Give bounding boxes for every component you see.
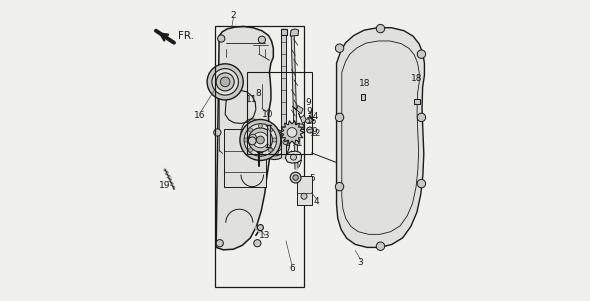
Bar: [297, 176, 312, 205]
Circle shape: [207, 64, 243, 100]
Circle shape: [417, 113, 425, 122]
Circle shape: [248, 128, 273, 152]
Polygon shape: [280, 121, 304, 144]
Circle shape: [306, 119, 310, 123]
Text: 11: 11: [245, 95, 257, 104]
Circle shape: [307, 118, 312, 123]
Polygon shape: [414, 99, 420, 104]
Circle shape: [248, 128, 253, 132]
Polygon shape: [336, 28, 424, 247]
Circle shape: [301, 193, 307, 199]
Polygon shape: [286, 151, 301, 163]
Text: FR.: FR.: [178, 30, 194, 41]
Circle shape: [283, 140, 288, 144]
Circle shape: [216, 240, 224, 247]
Circle shape: [417, 179, 425, 188]
Circle shape: [290, 154, 297, 160]
Circle shape: [263, 133, 286, 156]
Circle shape: [267, 137, 283, 152]
Text: 9: 9: [312, 127, 317, 136]
Circle shape: [376, 24, 385, 33]
Circle shape: [218, 35, 225, 42]
Circle shape: [258, 124, 263, 128]
Circle shape: [248, 148, 253, 152]
Text: 18: 18: [359, 79, 371, 88]
Circle shape: [268, 128, 273, 132]
Polygon shape: [360, 94, 365, 100]
Text: 9: 9: [307, 107, 312, 116]
Text: 16: 16: [195, 111, 206, 120]
Circle shape: [257, 225, 263, 231]
Circle shape: [248, 137, 256, 145]
Circle shape: [244, 138, 248, 142]
Text: 20: 20: [268, 148, 280, 157]
Text: 4: 4: [314, 197, 319, 206]
Circle shape: [290, 172, 301, 183]
Circle shape: [258, 36, 266, 43]
Text: 11: 11: [292, 139, 304, 148]
Circle shape: [214, 129, 221, 136]
Text: 2: 2: [231, 11, 236, 20]
Circle shape: [335, 113, 344, 122]
Text: 7: 7: [296, 160, 301, 169]
Text: 11: 11: [280, 139, 291, 148]
Circle shape: [335, 44, 344, 52]
Bar: [224, 129, 267, 187]
Text: 5: 5: [310, 174, 315, 183]
Bar: [247, 72, 312, 154]
Text: 13: 13: [259, 231, 271, 240]
Circle shape: [220, 77, 230, 87]
Circle shape: [376, 242, 385, 250]
Circle shape: [244, 124, 277, 156]
Text: 17: 17: [244, 139, 255, 148]
Circle shape: [335, 182, 344, 191]
Text: 14: 14: [308, 112, 319, 121]
Circle shape: [249, 134, 257, 141]
Text: 15: 15: [306, 117, 317, 126]
Bar: [215, 26, 304, 287]
Circle shape: [212, 69, 238, 95]
Polygon shape: [225, 90, 256, 123]
Text: 12: 12: [310, 129, 321, 138]
Text: 6: 6: [289, 264, 295, 273]
Circle shape: [216, 73, 234, 91]
Polygon shape: [216, 26, 273, 250]
Circle shape: [271, 141, 278, 148]
Circle shape: [254, 240, 261, 247]
Polygon shape: [293, 123, 304, 130]
Circle shape: [260, 129, 290, 160]
Polygon shape: [293, 106, 303, 114]
Polygon shape: [299, 113, 307, 124]
Text: 9: 9: [306, 98, 312, 107]
Circle shape: [273, 138, 277, 142]
Circle shape: [307, 127, 313, 133]
Bar: [267, 125, 270, 147]
Circle shape: [258, 152, 263, 156]
Circle shape: [240, 119, 281, 160]
Text: 10: 10: [261, 110, 273, 119]
Circle shape: [287, 128, 297, 137]
Circle shape: [294, 141, 299, 145]
Circle shape: [253, 132, 268, 148]
Text: 19: 19: [159, 181, 171, 190]
Circle shape: [257, 136, 264, 144]
Text: 18: 18: [411, 74, 422, 83]
Circle shape: [417, 50, 425, 58]
Text: 3: 3: [358, 258, 363, 267]
Circle shape: [268, 148, 273, 152]
Polygon shape: [290, 29, 299, 36]
Text: 8: 8: [255, 89, 261, 98]
Text: 21: 21: [259, 121, 271, 130]
Circle shape: [261, 129, 268, 136]
Circle shape: [293, 175, 299, 180]
Polygon shape: [281, 29, 287, 35]
